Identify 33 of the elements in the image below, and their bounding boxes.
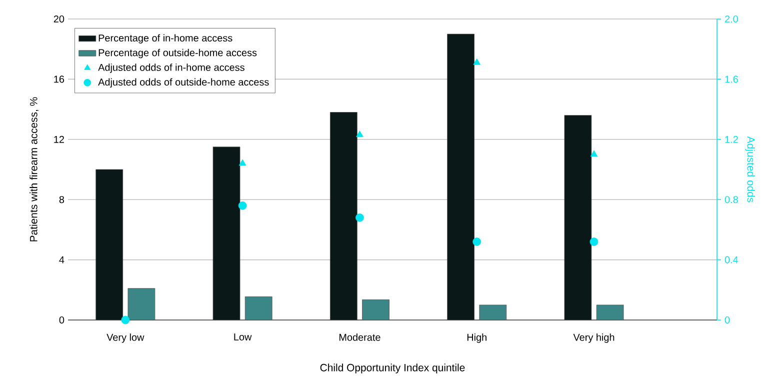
y2-axis-title: Adjusted odds	[745, 136, 755, 202]
y2-tick-label: 1.2	[725, 136, 738, 143]
x-tick-label: Very low	[106, 334, 144, 343]
y2-tick-label: 0	[724, 316, 730, 324]
point	[356, 130, 364, 138]
x-tick-label: Low	[234, 334, 252, 340]
point	[590, 238, 598, 246]
legend-label: Adjusted odds of in-home access	[98, 64, 244, 73]
y2-tick-label: 2.0	[725, 15, 738, 23]
point	[121, 316, 130, 324]
point	[590, 150, 598, 157]
point	[472, 238, 482, 246]
x-axis-title: Child Opportunity Index quintile	[320, 364, 465, 374]
point	[473, 58, 481, 65]
y-tick-label: 12	[54, 136, 64, 143]
point	[356, 213, 364, 222]
y-tick-label: 4	[59, 256, 64, 264]
y-tick-label: 8	[59, 196, 64, 204]
y-axis-title: Patients with firearm access, %	[30, 97, 39, 242]
legend-label: Percentage of in-home access	[98, 34, 232, 44]
x-tick-label: High	[467, 334, 486, 343]
x-tick-label: Moderate	[339, 334, 380, 341]
legend-label: Adjusted odds of outside-home access	[98, 78, 269, 88]
y-tick-label: 20	[54, 15, 64, 23]
x-tick-label: Very high	[573, 334, 614, 343]
legend-label: Percentage of outside-home access	[98, 48, 257, 58]
y2-tick-label: 0.8	[724, 196, 738, 204]
y-tick-label: 16	[54, 76, 64, 83]
point	[238, 159, 246, 166]
y2-tick-label: 0.4	[724, 256, 738, 264]
point	[238, 201, 247, 210]
y2-tick-label: 1.6	[725, 76, 738, 83]
y-tick-label: 0	[59, 316, 64, 324]
